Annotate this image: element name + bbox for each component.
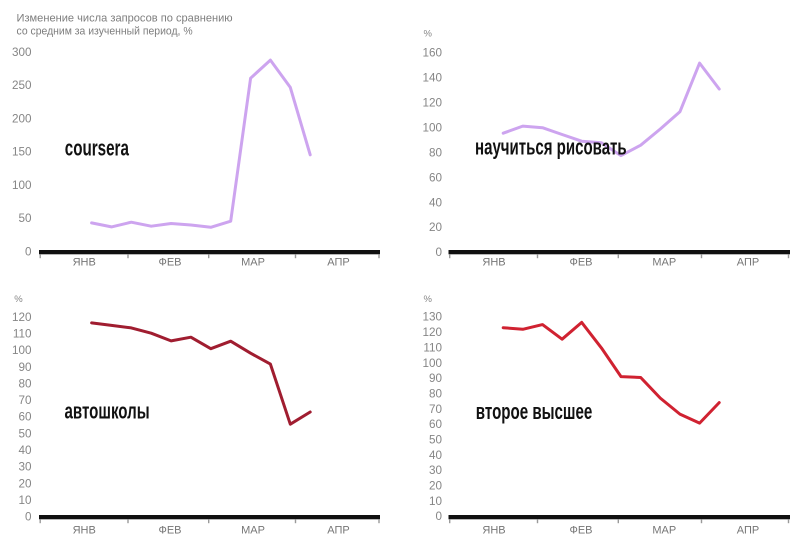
svg-text:30: 30: [18, 461, 32, 474]
svg-text:МАР: МАР: [241, 524, 265, 536]
svg-text:0: 0: [435, 510, 442, 523]
svg-text:Изменение числа запросов по ср: Изменение числа запросов по сравнению: [17, 13, 233, 25]
svg-text:АПР: АПР: [737, 256, 759, 268]
svg-text:научиться рисовать: научиться рисовать: [475, 135, 627, 160]
svg-text:ФЕВ: ФЕВ: [158, 524, 181, 536]
svg-text:120: 120: [12, 311, 32, 324]
svg-text:coursera: coursera: [65, 137, 129, 161]
svg-text:20: 20: [429, 480, 443, 493]
svg-text:10: 10: [18, 494, 32, 507]
svg-text:40: 40: [429, 196, 443, 209]
svg-text:130: 130: [422, 311, 442, 324]
svg-text:50: 50: [18, 427, 32, 440]
svg-text:0: 0: [25, 511, 32, 524]
svg-text:80: 80: [429, 387, 443, 400]
svg-text:30: 30: [429, 464, 443, 477]
svg-text:МАР: МАР: [652, 256, 676, 268]
svg-text:МАР: МАР: [652, 524, 676, 536]
svg-text:60: 60: [429, 418, 443, 431]
svg-text:70: 70: [18, 394, 32, 407]
svg-text:второе высшее: второе высшее: [476, 399, 593, 423]
svg-text:ЯНВ: ЯНВ: [482, 256, 505, 268]
svg-text:50: 50: [429, 434, 443, 447]
svg-text:со средним за изученный период: со средним за изученный период, %: [17, 25, 193, 37]
svg-text:90: 90: [429, 372, 443, 385]
svg-text:%: %: [424, 294, 433, 305]
svg-text:10: 10: [429, 495, 443, 508]
svg-text:40: 40: [18, 444, 32, 457]
svg-text:ФЕВ: ФЕВ: [158, 256, 181, 268]
svg-text:0: 0: [25, 246, 32, 259]
svg-text:АПР: АПР: [327, 524, 349, 536]
svg-text:ФЕВ: ФЕВ: [569, 524, 592, 536]
svg-text:20: 20: [18, 477, 32, 490]
svg-text:300: 300: [12, 46, 32, 59]
svg-text:70: 70: [429, 403, 443, 416]
svg-text:60: 60: [18, 411, 32, 424]
svg-text:ЯНВ: ЯНВ: [482, 524, 505, 536]
svg-text:100: 100: [12, 179, 32, 192]
svg-text:60: 60: [429, 171, 443, 184]
svg-text:40: 40: [429, 449, 443, 462]
svg-text:80: 80: [429, 146, 443, 159]
svg-text:ЯНВ: ЯНВ: [73, 256, 96, 268]
svg-text:АПР: АПР: [327, 256, 349, 268]
svg-text:90: 90: [18, 361, 32, 374]
svg-text:ЯНВ: ЯНВ: [73, 524, 96, 536]
svg-text:200: 200: [12, 112, 32, 125]
svg-text:%: %: [424, 29, 433, 40]
svg-text:100: 100: [422, 121, 442, 134]
svg-text:%: %: [14, 294, 23, 305]
svg-text:160: 160: [422, 47, 442, 60]
svg-text:0: 0: [435, 246, 442, 259]
svg-text:120: 120: [422, 326, 442, 339]
svg-text:110: 110: [423, 341, 442, 354]
svg-text:250: 250: [12, 79, 32, 92]
svg-text:100: 100: [422, 357, 442, 370]
svg-text:100: 100: [12, 344, 32, 357]
svg-text:120: 120: [422, 97, 442, 110]
svg-text:автошколы: автошколы: [65, 399, 150, 423]
svg-text:110: 110: [13, 327, 32, 340]
svg-text:ФЕВ: ФЕВ: [569, 256, 592, 268]
svg-text:150: 150: [12, 146, 32, 159]
svg-text:50: 50: [18, 212, 32, 225]
svg-text:АПР: АПР: [737, 524, 759, 536]
svg-text:МАР: МАР: [241, 256, 265, 268]
svg-text:20: 20: [429, 221, 443, 234]
svg-text:140: 140: [422, 72, 442, 85]
svg-text:80: 80: [18, 377, 32, 390]
